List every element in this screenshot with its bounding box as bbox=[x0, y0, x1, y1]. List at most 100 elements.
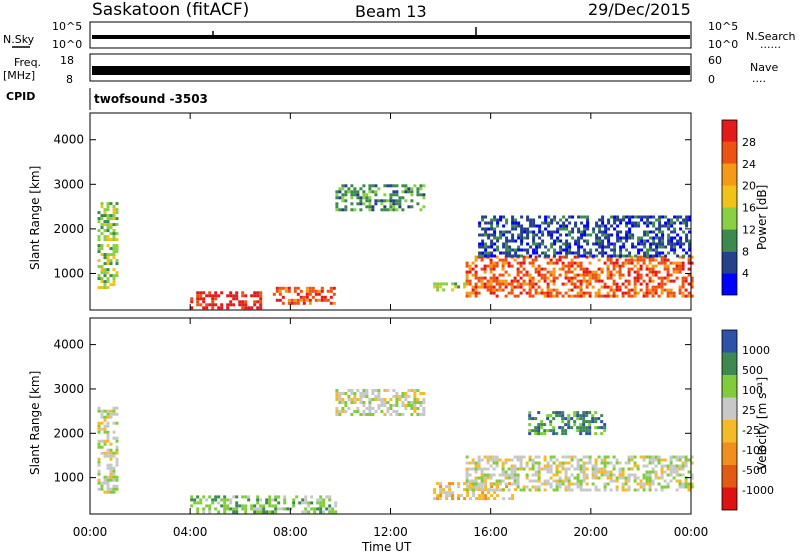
echo-cell bbox=[564, 479, 568, 483]
echo-cell bbox=[532, 251, 536, 255]
echo-cell bbox=[654, 464, 658, 468]
echo-cell bbox=[690, 455, 694, 459]
echo-cell bbox=[624, 291, 628, 295]
echo-cell bbox=[678, 291, 682, 295]
y-tick-label: 1000 bbox=[53, 266, 84, 280]
echo-cell bbox=[511, 224, 515, 228]
echo-cell bbox=[103, 274, 107, 278]
echo-cell bbox=[576, 485, 580, 489]
echo-cell bbox=[555, 473, 559, 477]
echo-cell bbox=[591, 482, 595, 486]
echo-cell bbox=[377, 407, 381, 410]
echo-cell bbox=[579, 279, 583, 283]
echo-cell bbox=[600, 467, 604, 471]
echo-cell bbox=[645, 470, 649, 474]
echo-cell bbox=[597, 288, 601, 292]
echo-cell bbox=[588, 426, 592, 430]
echo-cell bbox=[643, 251, 647, 255]
echo-cell bbox=[561, 264, 565, 268]
echo-cell bbox=[283, 507, 287, 511]
echo-cell bbox=[492, 455, 496, 459]
echo-cell bbox=[517, 248, 521, 252]
echo-cell bbox=[344, 404, 348, 407]
echo-cell bbox=[585, 426, 589, 430]
echo-cell bbox=[555, 482, 559, 486]
echo-cell bbox=[97, 472, 101, 476]
echo-cell bbox=[510, 473, 514, 477]
echo-cell bbox=[612, 279, 616, 283]
echo-cell bbox=[502, 497, 506, 501]
echo-cell bbox=[646, 230, 650, 234]
echo-cell bbox=[484, 227, 488, 231]
echo-cell bbox=[471, 482, 475, 486]
echo-cell bbox=[353, 193, 357, 197]
echo-cell bbox=[564, 429, 568, 433]
echo-cell bbox=[648, 267, 652, 271]
echo-cell bbox=[576, 476, 580, 480]
echo-cell bbox=[633, 258, 637, 262]
echo-cell bbox=[214, 303, 218, 307]
echo-cell bbox=[637, 251, 641, 255]
echo-cell bbox=[338, 392, 342, 395]
echo-cell bbox=[106, 244, 110, 248]
echo-cell bbox=[582, 270, 586, 274]
echo-cell bbox=[657, 270, 661, 274]
echo-cell bbox=[256, 501, 260, 505]
echo-cell bbox=[630, 467, 634, 471]
echo-cell bbox=[639, 264, 643, 268]
echo-cell bbox=[688, 230, 692, 234]
echo-cell bbox=[558, 476, 562, 480]
echo-cell bbox=[106, 412, 110, 416]
echo-cell bbox=[362, 413, 366, 416]
echo-cell bbox=[419, 404, 423, 407]
echo-cell bbox=[106, 286, 110, 290]
echo-cell bbox=[669, 473, 673, 477]
echo-cell bbox=[274, 498, 278, 502]
echo-cell bbox=[510, 476, 514, 480]
echo-cell bbox=[334, 501, 338, 505]
echo-cell bbox=[513, 279, 517, 283]
echo-cell bbox=[490, 221, 494, 225]
echo-cell bbox=[100, 421, 104, 425]
echo-cell bbox=[371, 392, 375, 395]
echo-cell bbox=[253, 504, 257, 508]
echo-cell bbox=[103, 451, 107, 455]
echo-cell bbox=[401, 401, 405, 404]
echo-cell bbox=[570, 288, 574, 292]
echo-cell bbox=[558, 479, 562, 483]
echo-cell bbox=[389, 398, 393, 401]
echo-cell bbox=[624, 461, 628, 465]
echo-cell bbox=[549, 467, 553, 471]
echo-cell bbox=[196, 507, 200, 511]
echo-cell bbox=[654, 270, 658, 274]
echo-cell bbox=[663, 267, 667, 271]
echo-cell bbox=[666, 291, 670, 295]
echo-cell bbox=[675, 467, 679, 471]
echo-cell bbox=[670, 242, 674, 246]
echo-cell bbox=[256, 510, 260, 514]
echo-cell bbox=[618, 270, 622, 274]
echo-cell bbox=[687, 488, 691, 492]
echo-cell bbox=[296, 286, 300, 290]
echo-cell bbox=[690, 261, 694, 265]
echo-cell bbox=[618, 467, 622, 471]
echo-cell bbox=[552, 426, 556, 430]
echo-cell bbox=[112, 253, 116, 257]
echo-cell bbox=[588, 429, 592, 433]
echo-cell bbox=[661, 224, 665, 228]
echo-cell bbox=[558, 470, 562, 474]
echo-cell bbox=[621, 485, 625, 489]
echo-cell bbox=[639, 273, 643, 277]
echo-cell bbox=[648, 261, 652, 265]
echo-cell bbox=[552, 417, 556, 421]
echo-cell bbox=[495, 479, 499, 483]
echo-cell bbox=[570, 426, 574, 430]
echo-cell bbox=[265, 501, 269, 505]
echo-cell bbox=[672, 476, 676, 480]
colorbar-swatch bbox=[722, 273, 737, 295]
echo-cell bbox=[395, 392, 399, 395]
echo-cell bbox=[619, 239, 623, 243]
echo-cell bbox=[392, 184, 396, 188]
y-tick-label: 2000 bbox=[53, 222, 84, 236]
echo-cell bbox=[465, 273, 469, 277]
